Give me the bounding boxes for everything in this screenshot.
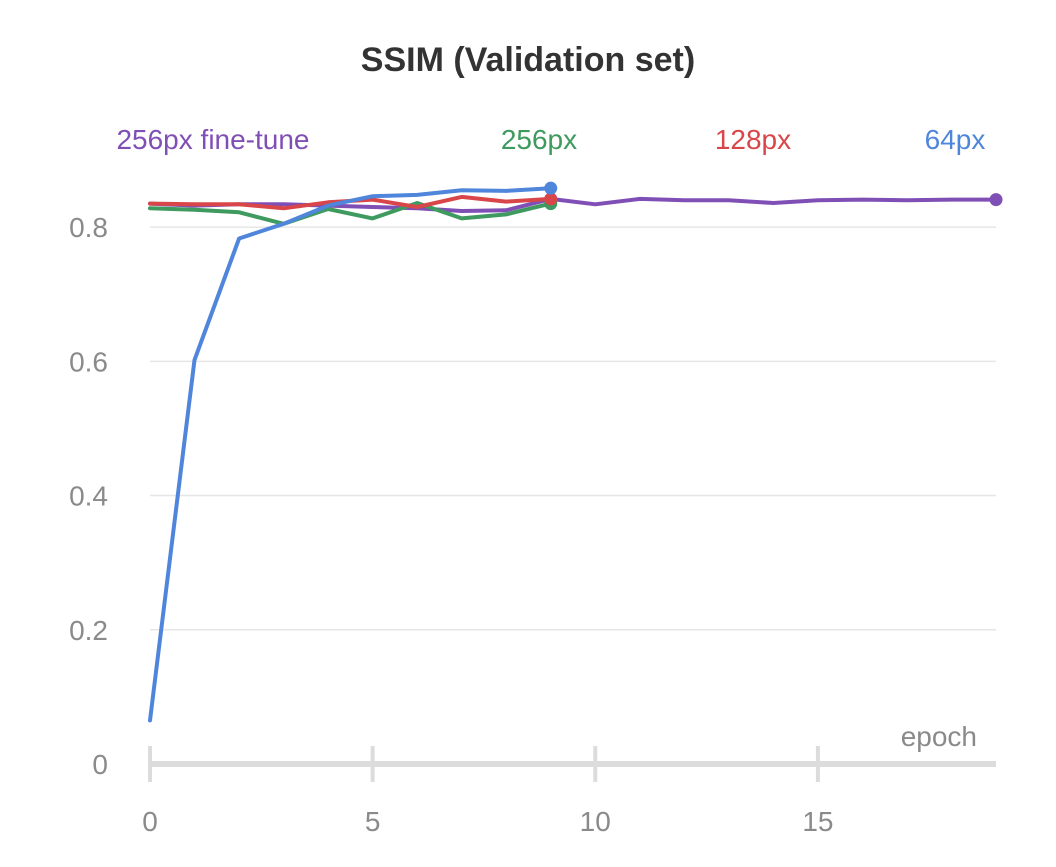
y-tick-label: 0 bbox=[92, 749, 108, 780]
gridlines bbox=[150, 226, 996, 631]
series-lines bbox=[148, 186, 998, 723]
legend-item-label: 256px fine-tune bbox=[116, 124, 309, 155]
x-axis-label: epoch bbox=[901, 721, 977, 752]
x-tick-label: 10 bbox=[580, 806, 611, 837]
y-tick-label: 0.8 bbox=[69, 212, 108, 243]
series-line bbox=[148, 186, 553, 723]
series-end-marker bbox=[544, 192, 558, 206]
chart-title: SSIM (Validation set) bbox=[361, 41, 695, 79]
legend-item-label: 64px bbox=[925, 124, 986, 155]
legend-item-label: 256px bbox=[501, 124, 577, 155]
series-line bbox=[148, 201, 553, 226]
series-end-marker bbox=[544, 181, 558, 195]
legend: 256px fine-tune 256px 128px 64px bbox=[116, 124, 985, 155]
y-tick-label: 0.2 bbox=[69, 615, 108, 646]
series-line bbox=[148, 196, 998, 213]
legend-item-label: 128px bbox=[715, 124, 791, 155]
y-tick-label: 0.4 bbox=[69, 481, 108, 512]
y-tick-label: 0.6 bbox=[69, 346, 108, 377]
x-axis: 0 5 10 15 bbox=[142, 746, 996, 837]
series-end-marker bbox=[989, 193, 1003, 207]
x-tick-label: 0 bbox=[142, 806, 158, 837]
x-tick-label: 5 bbox=[365, 806, 381, 837]
y-axis: 0 0.2 0.4 0.6 0.8 bbox=[69, 212, 108, 780]
x-tick-label: 15 bbox=[802, 806, 833, 837]
series-end-markers bbox=[544, 181, 1003, 211]
